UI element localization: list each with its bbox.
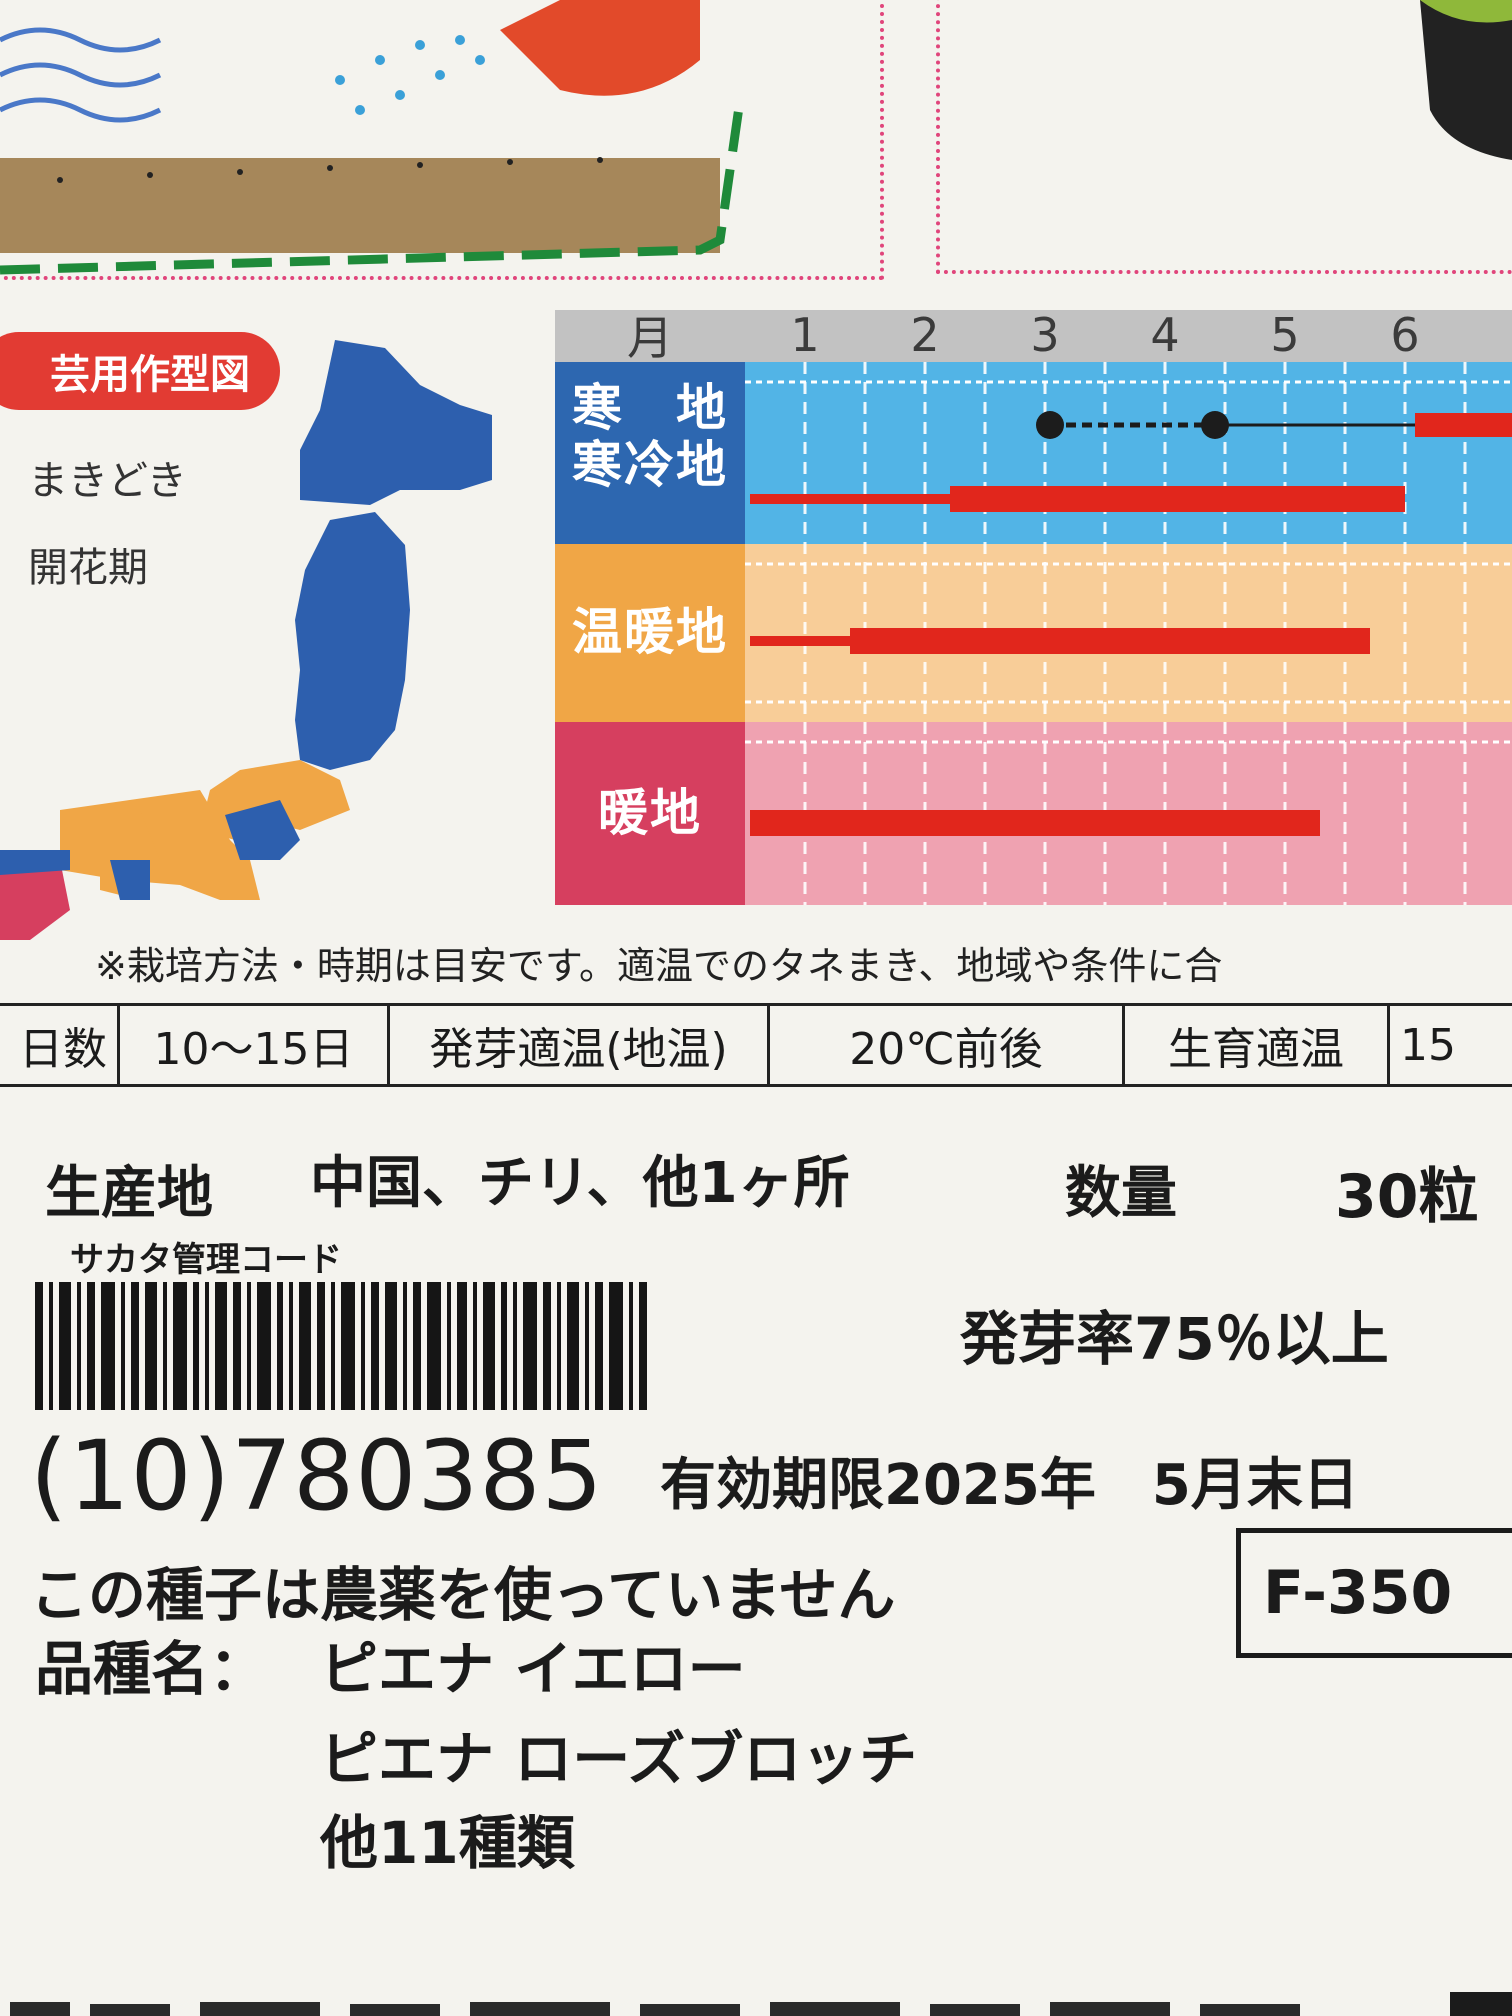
- band-separators: [745, 380, 1512, 744]
- variety-item-1: ピエナ イエロー: [320, 1635, 746, 1703]
- germ-days-label: 日数: [0, 1006, 120, 1084]
- label-band-cold: [555, 362, 745, 544]
- expiry-date: 有効期限2025年 5月末日: [660, 1453, 1359, 1518]
- product-code-box: F-350: [1236, 1528, 1512, 1658]
- flower-bar-cold: [1415, 413, 1512, 437]
- month-header-bar: [555, 310, 1512, 362]
- variety-item-2: ピエナ ローズブロッチ: [320, 1725, 918, 1793]
- month-label-2: 2: [910, 308, 940, 362]
- variety-label: 品種名：: [35, 1635, 268, 1703]
- sowing-dot-cold-end: [1201, 411, 1229, 439]
- flower-bar-hot: [750, 810, 1320, 836]
- bottom-cutoff-text: [10, 1992, 1512, 2016]
- region-label-warm: 温暖地: [572, 603, 728, 662]
- region-label-hot: 暖地: [598, 783, 702, 842]
- quantity-label: 数量: [1065, 1161, 1177, 1226]
- origin-label: 生産地: [45, 1161, 213, 1226]
- management-code-label: サカタ管理コード: [70, 1240, 342, 1280]
- cultivation-chart: 月 1 2 3 4 5 6: [555, 308, 1512, 905]
- watering-illustration: [0, 0, 1512, 275]
- month-label-4: 4: [1150, 308, 1180, 362]
- growth-temp-label: 生育適温: [1125, 1006, 1390, 1084]
- top-illustration: [0, 0, 1512, 300]
- month-label-1: 1: [790, 308, 820, 362]
- month-header-label: 月: [627, 311, 673, 365]
- germination-table: 日数 10～15日 発芽適温(地温) 20℃前後 生育適温 15: [0, 1003, 1512, 1087]
- chart-plot: [555, 362, 1512, 905]
- quantity-value: 30粒: [1335, 1162, 1479, 1232]
- legend-flowering: 開花期: [28, 545, 148, 591]
- flower-bar-warm: [850, 628, 1370, 654]
- growth-temp-value: 15: [1400, 1019, 1456, 1071]
- barcode: [35, 1282, 647, 1410]
- flower-bar-cool: [950, 486, 1405, 512]
- legend-title: 芸用作型図: [0, 332, 280, 410]
- japan-map-icon: [0, 340, 492, 940]
- flower-bar-warm-thin: [750, 636, 850, 646]
- month-label-5: 5: [1270, 308, 1300, 362]
- month-label-6: 6: [1390, 308, 1420, 362]
- germ-days-value: 10～15日: [120, 1006, 390, 1084]
- illustration-panel-right: [936, 0, 1512, 274]
- illustration-panel-left: [0, 0, 884, 280]
- month-label-3: 3: [1030, 308, 1060, 362]
- region-label-cold-line2: 寒冷地: [572, 436, 728, 494]
- germ-temp-label: 発芽適温(地温): [390, 1006, 770, 1084]
- label-band-warm: [555, 544, 745, 722]
- label-band-hot: [555, 722, 745, 905]
- origin-value: 中国、チリ、他1ヶ所: [310, 1151, 850, 1216]
- variety-item-3: 他11種類: [320, 1809, 575, 1877]
- no-pesticide-notice: この種子は農薬を使っていません: [30, 1561, 896, 1629]
- region-label-cold-line1: 寒 地: [572, 378, 728, 437]
- germ-temp-value: 20℃前後: [770, 1006, 1125, 1084]
- legend-sowing: まきどき: [28, 458, 187, 504]
- germination-rate: 発芽率75％以上: [960, 1305, 1389, 1373]
- region-label-cold: 寒 地 寒冷地: [555, 378, 745, 494]
- lot-code: (10)780385: [30, 1420, 604, 1532]
- flower-bar-cool-thin: [750, 494, 950, 504]
- sowing-dot-cold-start: [1036, 411, 1064, 439]
- cultivation-note: ※栽培方法・時期は目安です。適温でのタネまき、地域や条件に合: [95, 944, 1223, 988]
